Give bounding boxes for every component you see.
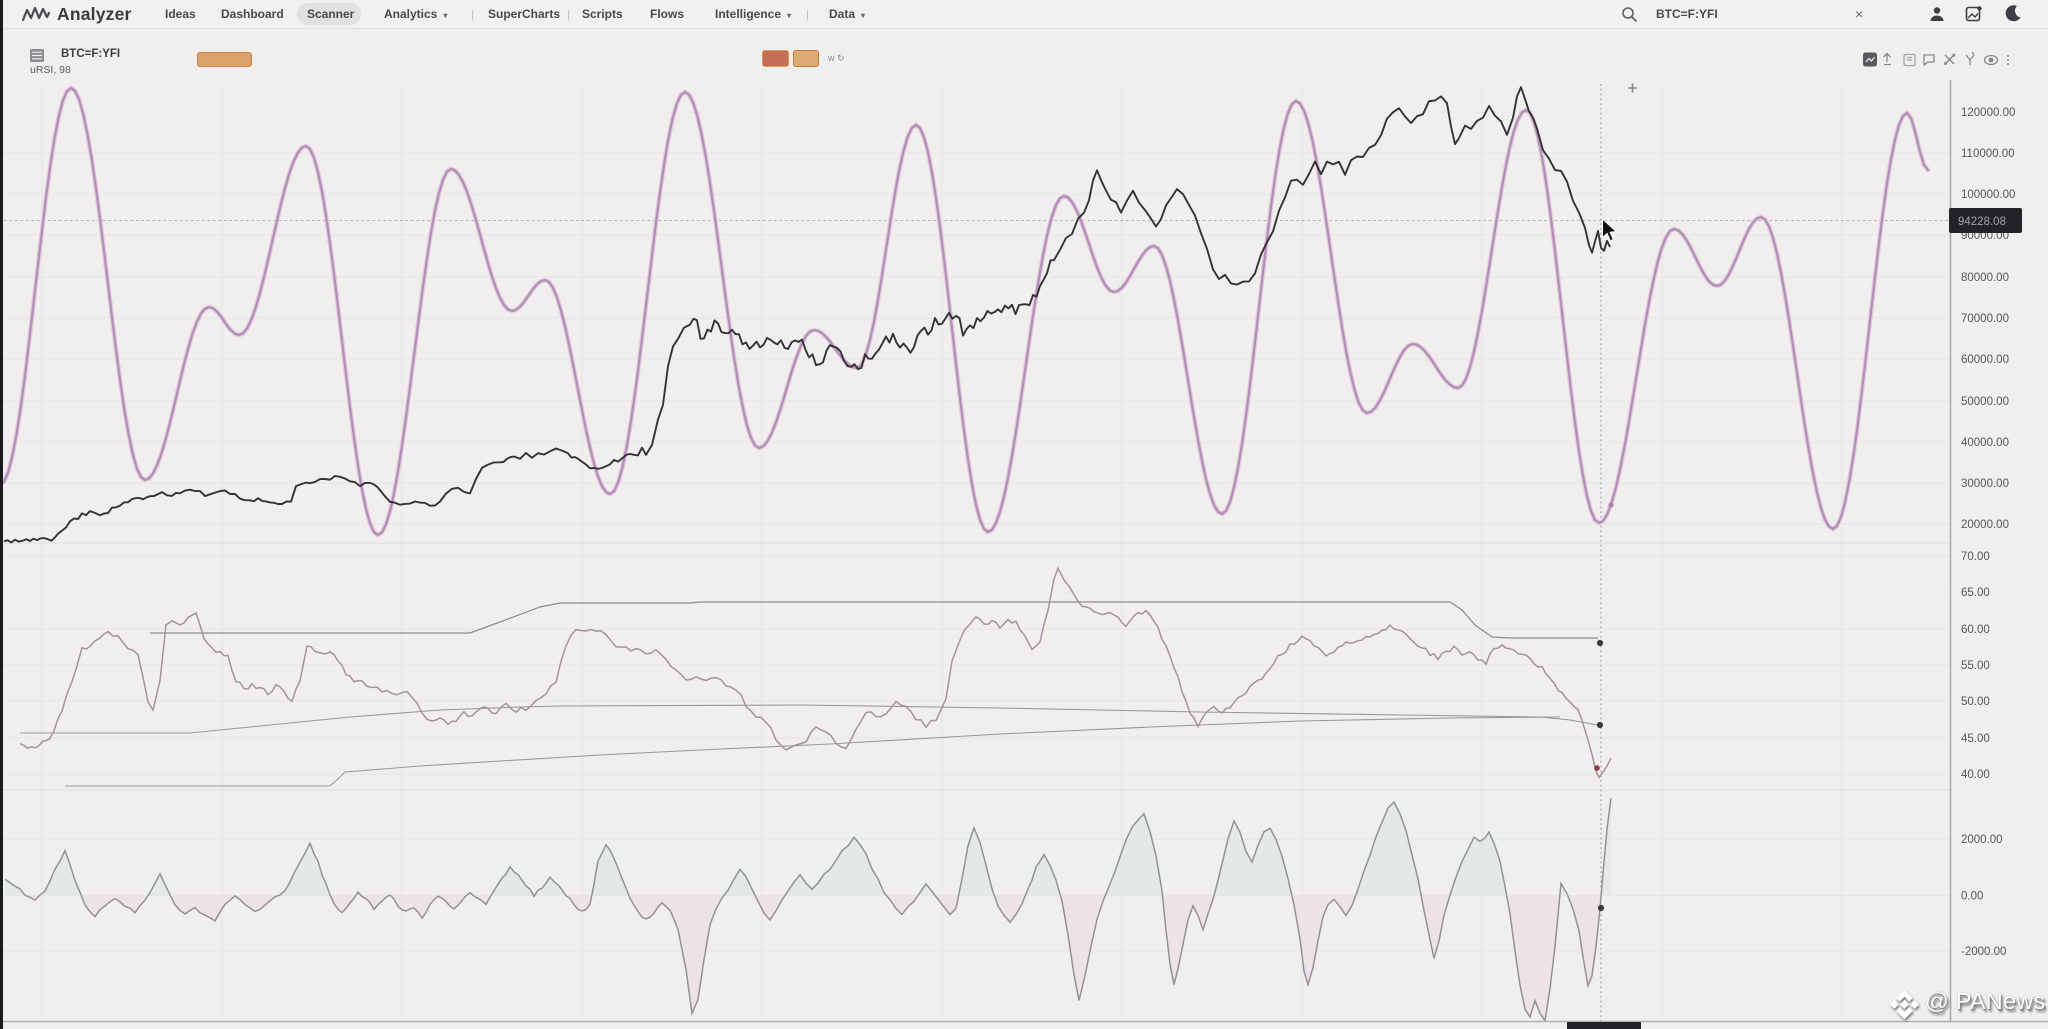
- svg-text:40.00: 40.00: [1961, 769, 1990, 781]
- svg-text:70000.00: 70000.00: [1961, 313, 2009, 325]
- svg-text:110000.00: 110000.00: [1961, 148, 2015, 160]
- svg-text:65.00: 65.00: [1961, 587, 1990, 599]
- svg-text:-2000.00: -2000.00: [1961, 946, 2006, 958]
- svg-text:94228.08: 94228.08: [1958, 216, 2006, 228]
- svg-text:40000.00: 40000.00: [1961, 437, 2009, 449]
- svg-text:60.00: 60.00: [1961, 624, 1990, 636]
- svg-text:50.00: 50.00: [1961, 696, 1990, 708]
- svg-text:120000.00: 120000.00: [1961, 107, 2015, 119]
- svg-text:2000.00: 2000.00: [1961, 834, 2003, 846]
- svg-text:100000.00: 100000.00: [1961, 189, 2015, 201]
- svg-text:0.00: 0.00: [1961, 891, 1983, 903]
- svg-text:70.00: 70.00: [1961, 551, 1990, 563]
- svg-text:20000.00: 20000.00: [1961, 519, 2009, 531]
- svg-text:30000.00: 30000.00: [1961, 478, 2009, 490]
- svg-text:50000.00: 50000.00: [1961, 396, 2009, 408]
- svg-text:45.00: 45.00: [1961, 733, 1990, 745]
- svg-text:60000.00: 60000.00: [1961, 354, 2009, 366]
- svg-text:80000.00: 80000.00: [1961, 272, 2009, 284]
- svg-text:55.00: 55.00: [1961, 660, 1990, 672]
